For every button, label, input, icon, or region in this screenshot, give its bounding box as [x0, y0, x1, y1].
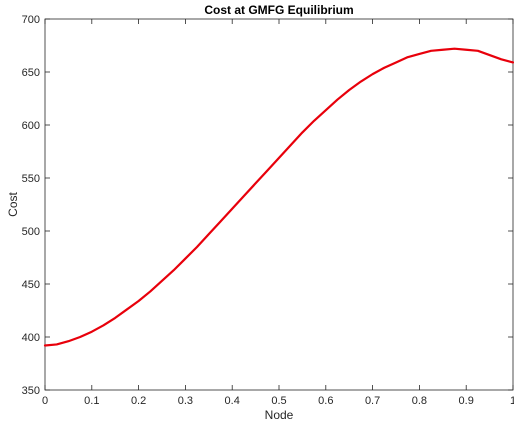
- x-tick-label: 0.4: [225, 395, 240, 407]
- series-layer: [43, 47, 514, 347]
- chart-title: Cost at GMFG Equilibrium: [204, 3, 353, 17]
- x-tick-label: 0.5: [271, 395, 286, 407]
- y-tick-label: 350: [22, 385, 40, 397]
- x-tick-label: 0.8: [412, 395, 427, 407]
- y-tick-label: 700: [22, 14, 40, 26]
- y-tick-label: 650: [22, 67, 40, 79]
- x-tick-label: 0.7: [365, 395, 380, 407]
- x-tick-label: 0: [42, 395, 48, 407]
- y-tick-label: 450: [22, 279, 40, 291]
- y-axis: 350 400 450 500 550 600 650 700: [22, 14, 513, 397]
- x-axis: 0 0.1 0.2 0.3 0.4 0.5 0.6 0.7 0.8 0.9 1: [42, 19, 514, 407]
- y-axis-label: Cost: [6, 192, 20, 217]
- x-axis-label: Node: [265, 408, 294, 422]
- series-line-0: [43, 47, 514, 347]
- x-tick-label: 0.3: [178, 395, 193, 407]
- x-tick-label: 0.9: [459, 395, 474, 407]
- x-tick-label: 1: [510, 395, 514, 407]
- y-tick-label: 500: [22, 226, 40, 238]
- x-tick-label: 0.2: [131, 395, 146, 407]
- x-tick-label: 0.1: [84, 395, 99, 407]
- x-tick-label: 0.6: [318, 395, 333, 407]
- y-tick-label: 400: [22, 332, 40, 344]
- y-tick-label: 550: [22, 173, 40, 185]
- y-tick-label: 600: [22, 120, 40, 132]
- plot-frame: [44, 18, 514, 391]
- plot-area: [44, 18, 514, 391]
